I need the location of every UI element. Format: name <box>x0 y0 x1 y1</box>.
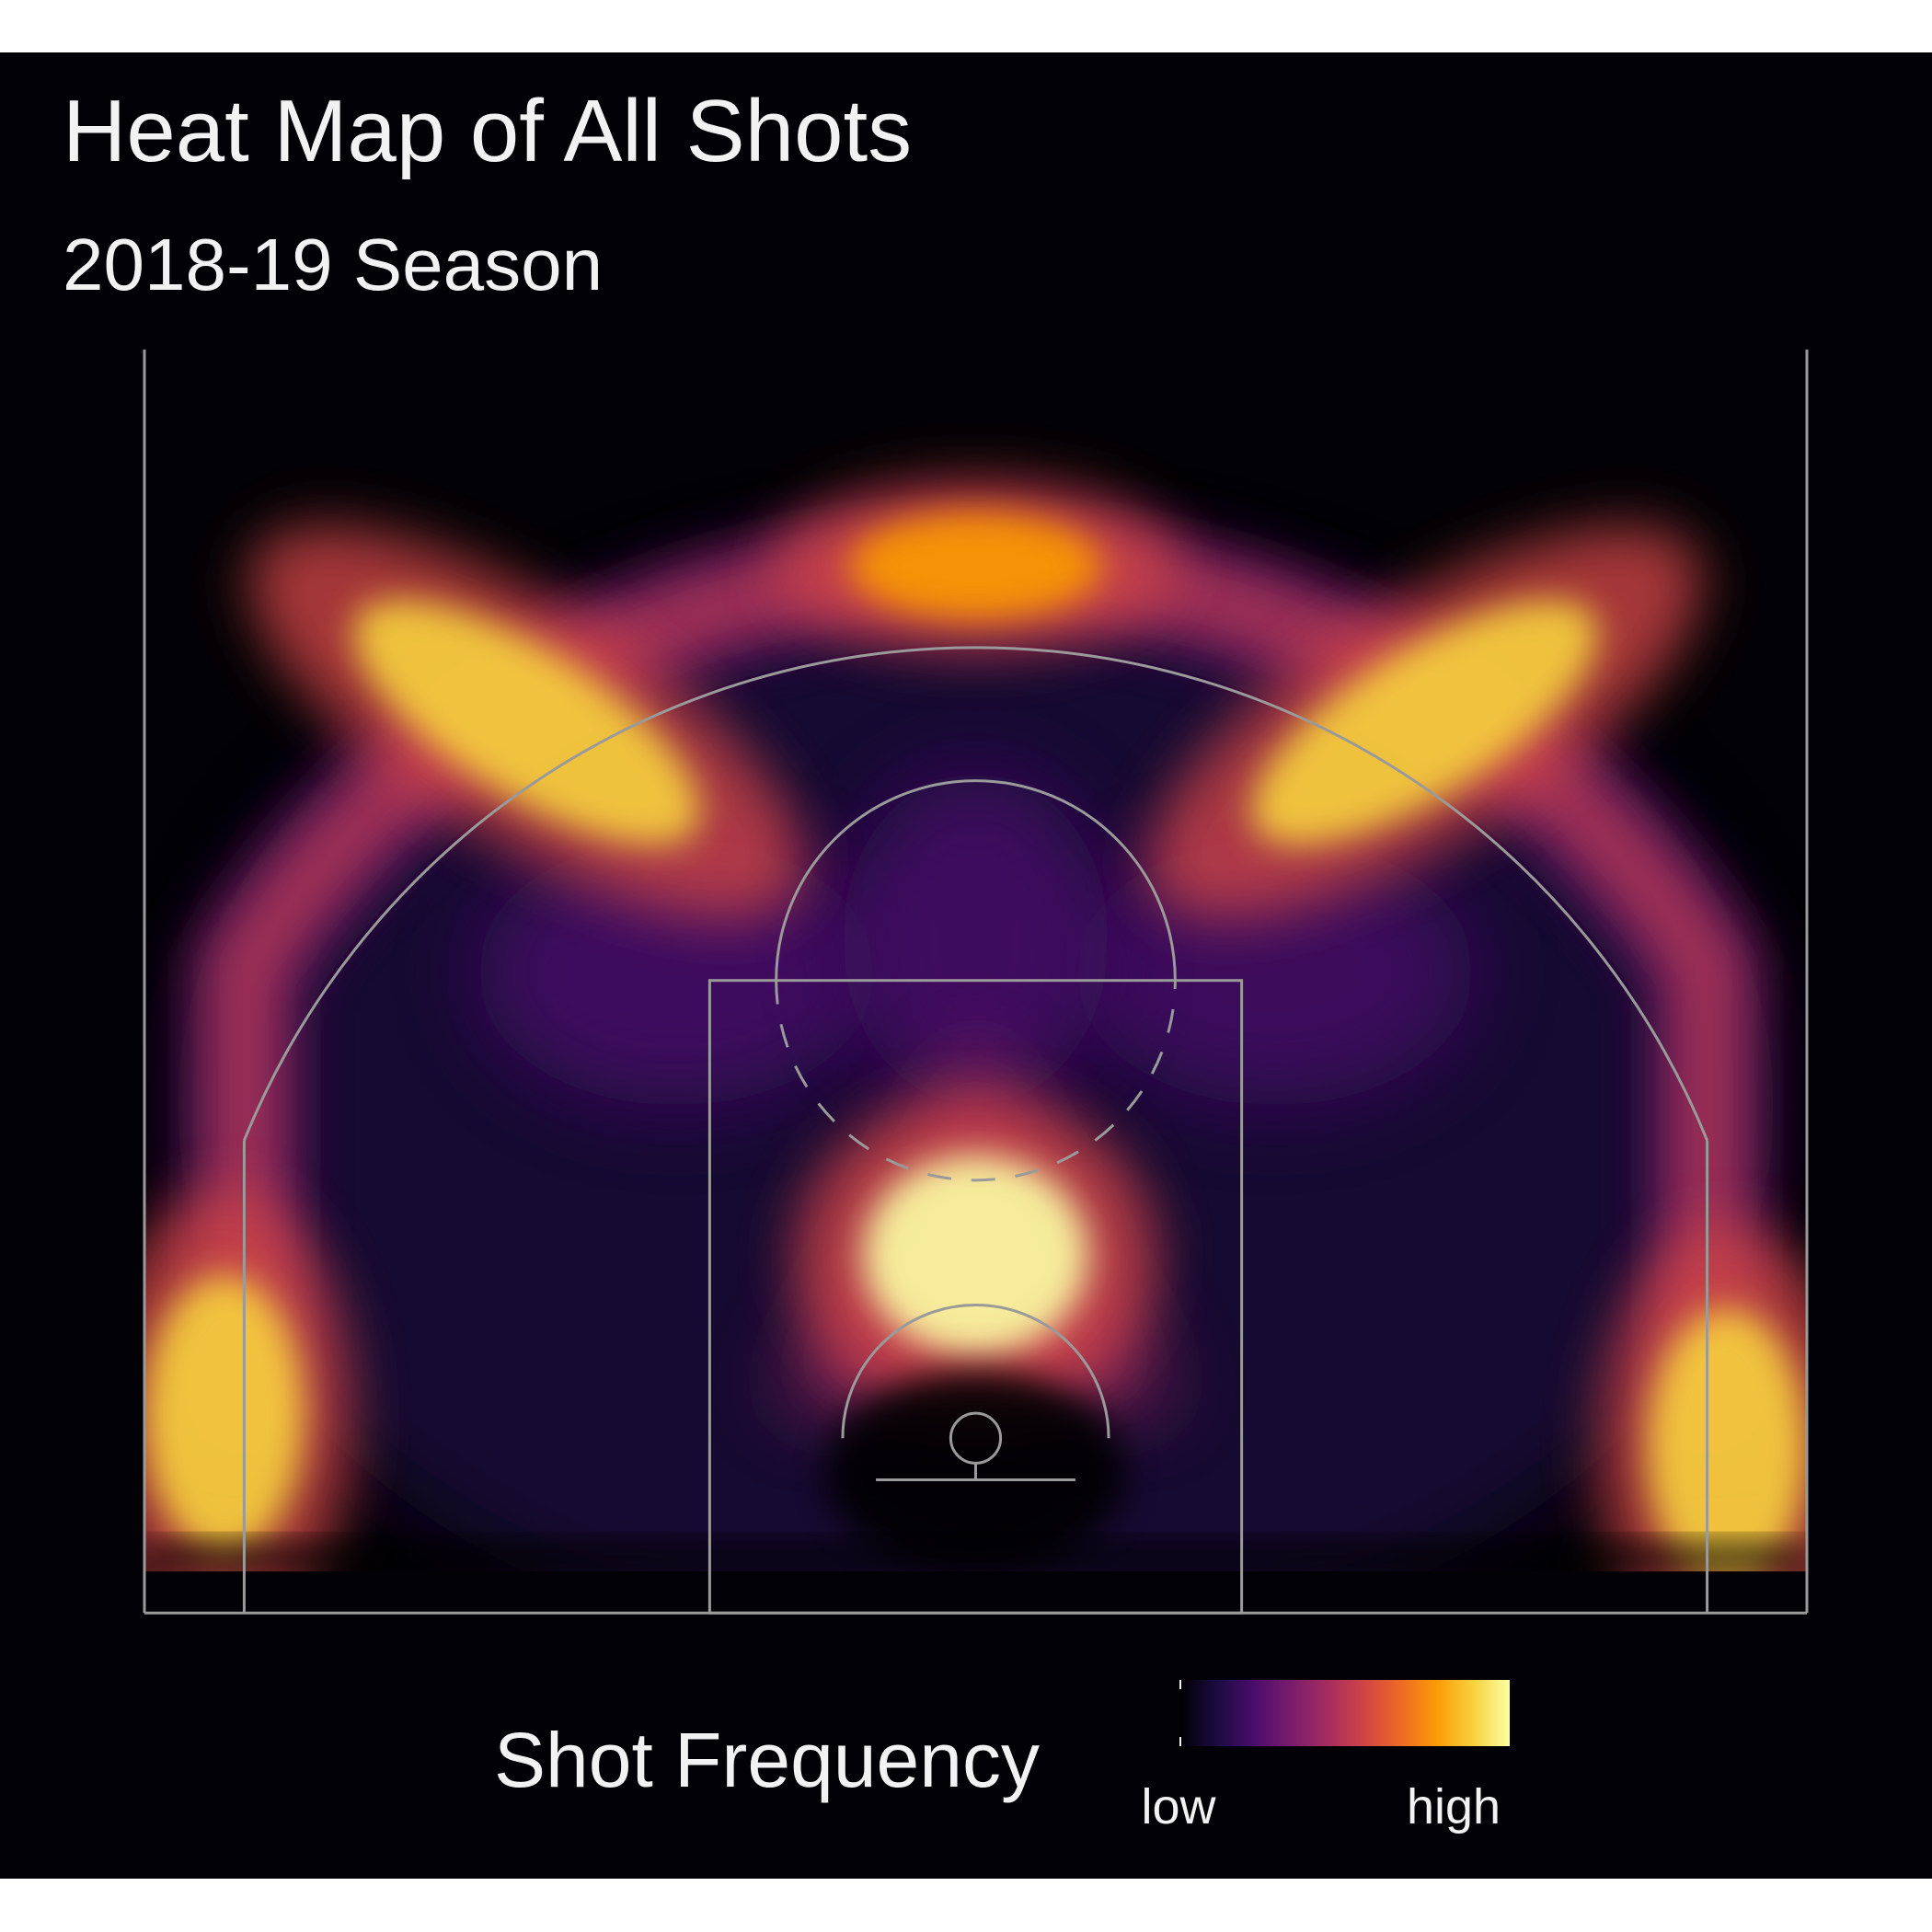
court-free-throw-arc-top <box>775 779 1177 981</box>
density-hotspot <box>794 1095 1157 1415</box>
density-hotspot <box>773 480 1179 651</box>
density-hotspot-core <box>144 1274 305 1555</box>
court-paint <box>707 979 1244 1615</box>
shot-density-layer <box>144 480 1807 1571</box>
density-baseline-fade <box>144 1545 1807 1571</box>
chart-subtitle: 2018-19 Season <box>63 224 603 305</box>
court-three-point-arc <box>243 646 1708 1142</box>
density-hotspot-core <box>1250 600 1599 845</box>
density-glow-elbow <box>842 772 1110 1106</box>
density-hotspot <box>1146 526 1703 919</box>
court-lines <box>143 350 1809 1615</box>
legend-title: Shot Frequency <box>494 1717 1040 1803</box>
density-hotspot-core <box>1647 1308 1807 1571</box>
density-hotspot <box>1599 1225 1807 1571</box>
court-free-throw-arc-bottom <box>775 980 1177 1182</box>
chart-title: Heat Map of All Shots <box>63 82 912 180</box>
density-hotspot-core <box>849 512 1102 620</box>
density-hotspot-core <box>352 600 701 845</box>
court-restricted-area <box>841 1304 1110 1439</box>
legend-colorbar <box>1180 1680 1510 1746</box>
density-hotspot <box>144 1190 352 1571</box>
legend: Shot Frequency low high <box>494 1680 1510 1834</box>
legend-low-label: low <box>1141 1779 1216 1834</box>
court-hoop <box>949 1411 1003 1465</box>
density-hotspot-core <box>862 1155 1089 1355</box>
density-hotspot <box>248 526 805 919</box>
legend-high-label: high <box>1407 1779 1501 1834</box>
